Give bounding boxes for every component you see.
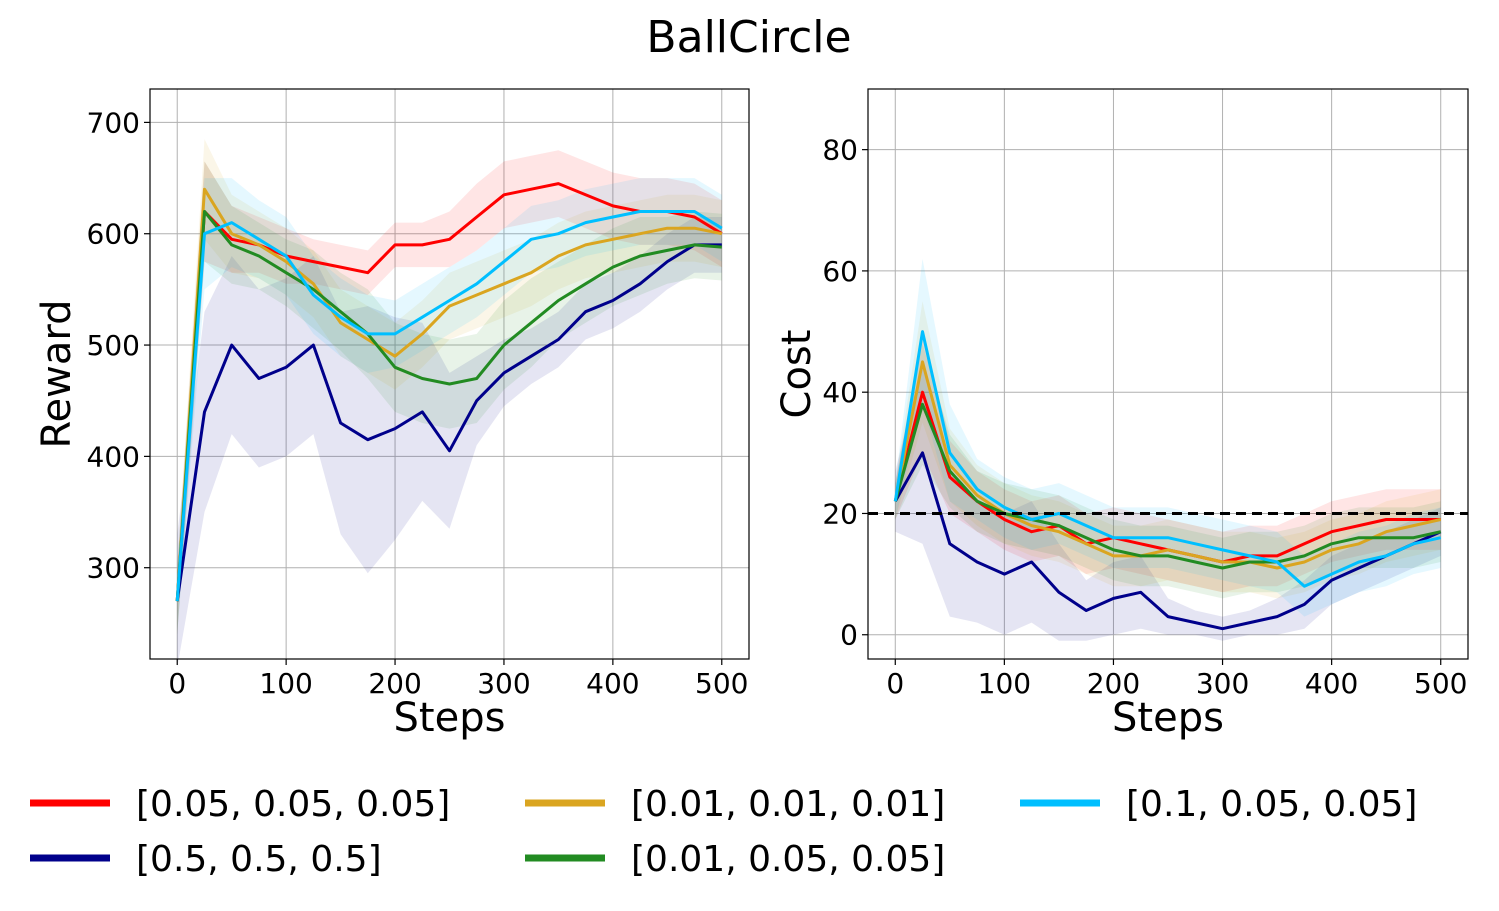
- x-tick-label: 200: [1087, 667, 1140, 700]
- cost-band-4: [895, 258, 1441, 617]
- y-tick-label: 600: [87, 218, 140, 251]
- figure-title: BallCircle: [646, 12, 851, 63]
- legend-label: [0.5, 0.5, 0.5]: [136, 839, 382, 880]
- x-tick-label: 300: [477, 667, 530, 700]
- reward-axes-frame: [149, 88, 750, 660]
- legend-label: [0.01, 0.05, 0.05]: [631, 839, 945, 880]
- x-tick-label: 0: [168, 667, 186, 700]
- reward-series-line-3: [175, 210, 722, 602]
- reward-series-line-1: [175, 243, 722, 602]
- legend-label: [0.1, 0.05, 0.05]: [1126, 784, 1417, 825]
- cost-series-line-1: [893, 451, 1442, 631]
- reward-band-1: [177, 217, 722, 668]
- reward-series-line-4: [175, 210, 723, 602]
- reward-panel: 0 100 200 300 400 500 300 400 500 600 700 Steps Rewa…: [34, 88, 750, 741]
- y-tick-label: 700: [87, 106, 140, 139]
- reward-band-0: [177, 150, 722, 635]
- cost-series-line-3: [893, 402, 1442, 570]
- cost-y-axis-label: Cost: [774, 330, 820, 419]
- legend-label: [0.05, 0.05, 0.05]: [136, 784, 450, 825]
- cost-panel: 0 100 200 300 400 500 0 20 40 60 80 Steps Cost: [774, 88, 1469, 741]
- x-tick-label: 500: [1414, 667, 1467, 700]
- y-tick-label: 80: [822, 134, 858, 167]
- y-tick-label: 300: [87, 552, 140, 585]
- reward-x-axis-label: Steps: [394, 695, 506, 741]
- reward-series-line-0: [175, 182, 723, 602]
- reward-band-4: [177, 178, 722, 635]
- x-tick-label: 400: [1305, 667, 1358, 700]
- y-tick-label: 60: [822, 255, 858, 288]
- cost-band-3: [895, 343, 1441, 599]
- cost-x-axis-label: Steps: [1112, 695, 1224, 741]
- cost-series-line-4: [893, 330, 1442, 588]
- legend: [0.05, 0.05, 0.05] [0.01, 0.01, 0.01] [0.1…: [30, 784, 1417, 880]
- legend-label: [0.01, 0.01, 0.01]: [631, 784, 945, 825]
- y-tick-label: 0: [840, 619, 858, 652]
- x-tick-label: 200: [368, 667, 421, 700]
- y-tick-label: 400: [87, 440, 140, 473]
- x-tick-label: 300: [1196, 667, 1249, 700]
- reward-series-line-2: [175, 187, 723, 602]
- y-tick-label: 500: [87, 329, 140, 362]
- y-tick-label: 40: [822, 376, 858, 409]
- x-tick-label: 100: [978, 667, 1031, 700]
- reward-y-axis-label: Reward: [34, 300, 80, 449]
- cost-axes-frame: [867, 88, 1469, 660]
- cost-series-line-2: [893, 360, 1442, 570]
- y-tick-label: 20: [822, 497, 858, 530]
- x-tick-label: 500: [695, 667, 748, 700]
- x-tick-label: 0: [886, 667, 904, 700]
- x-tick-label: 100: [259, 667, 312, 700]
- cost-band-1: [895, 361, 1441, 641]
- reward-band-3: [177, 161, 722, 635]
- x-tick-label: 400: [586, 667, 639, 700]
